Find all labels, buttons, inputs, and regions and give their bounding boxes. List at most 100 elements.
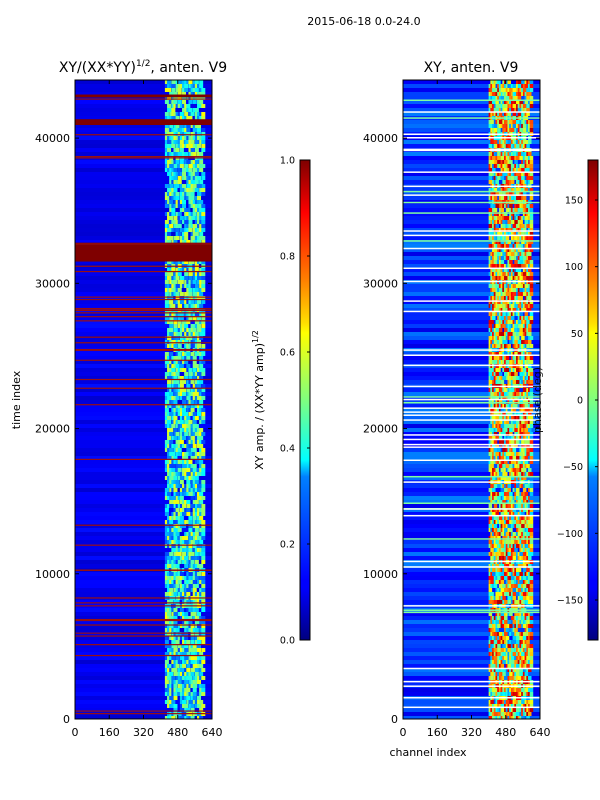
- amplitude-cell: [177, 652, 182, 656]
- amplitude-cell: [177, 420, 182, 424]
- amplitude-cell: [167, 444, 172, 448]
- amplitude-cell: [186, 368, 191, 372]
- amplitude-cell: [167, 480, 172, 484]
- amplitude-cell: [194, 576, 199, 580]
- amplitude-cell: [173, 592, 178, 596]
- amplitude-cell: [169, 108, 174, 112]
- amplitude-cell: [164, 536, 169, 540]
- phase-cell-row: [403, 440, 540, 444]
- amplitude-cell: [175, 544, 180, 548]
- phase-cell: [529, 220, 534, 224]
- phase-cell-row: [403, 352, 540, 356]
- amplitude-cell: [167, 716, 172, 719]
- phase-cell: [529, 128, 534, 132]
- phase-cell: [529, 120, 534, 124]
- amplitude-cell: [186, 488, 191, 492]
- amplitude-cell: [186, 624, 191, 628]
- amplitude-cell: [184, 104, 189, 108]
- amplitude-cell: [179, 500, 184, 504]
- phase-cell-row: [403, 464, 540, 468]
- amplitude-cell: [171, 636, 176, 640]
- amplitude-cell: [197, 472, 202, 476]
- amplitude-cell: [167, 576, 172, 580]
- amplitude-cell: [177, 212, 182, 216]
- amplitude-cell: [199, 216, 204, 220]
- amplitude-cell: [169, 700, 174, 704]
- amplitude-cell: [194, 372, 199, 376]
- amplitude-cell: [186, 224, 191, 228]
- amplitude-cell-row: [75, 340, 212, 344]
- amplitude-cell: [192, 564, 197, 568]
- phase-cell: [493, 504, 498, 508]
- amplitude-cell: [179, 476, 184, 480]
- amplitude-cell: [179, 160, 184, 164]
- amplitude-cell: [186, 180, 191, 184]
- amplitude-cell: [184, 340, 189, 344]
- amplitude-cell: [182, 560, 187, 564]
- amplitude-cell: [164, 148, 169, 152]
- phase-cell: [521, 524, 525, 528]
- phase-cell-row: [403, 104, 540, 108]
- amplitude-cell: [173, 416, 178, 420]
- amplitude-cell: [171, 132, 176, 136]
- amplitude-cell: [173, 476, 178, 480]
- amplitude-cell: [177, 688, 182, 692]
- amplitude-cell-row: [75, 560, 212, 564]
- amplitude-cell: [179, 684, 184, 688]
- amplitude-cell: [175, 236, 180, 240]
- amplitude-cell: [194, 168, 199, 172]
- amplitude-cell: [199, 580, 204, 584]
- amplitude-cell-row: [75, 260, 212, 264]
- amplitude-flag-line: [75, 98, 212, 100]
- amplitude-cell: [201, 208, 206, 212]
- phase-cell: [488, 100, 493, 104]
- amplitude-cell: [201, 148, 206, 152]
- amplitude-cell: [173, 172, 178, 176]
- amplitude-cell: [201, 220, 206, 224]
- phase-cell: [510, 440, 515, 444]
- amplitude-cell: [164, 316, 169, 320]
- phase-cell: [500, 176, 505, 180]
- amplitude-cell: [188, 684, 193, 688]
- phase-cell: [529, 272, 534, 276]
- amplitude-cell: [179, 576, 184, 580]
- phase-cell: [500, 316, 505, 320]
- amplitude-cell: [201, 388, 206, 392]
- amplitude-cell: [167, 636, 172, 640]
- phase-cell: [495, 308, 499, 312]
- amplitude-cell: [199, 704, 204, 708]
- amplitude-cell: [169, 448, 174, 452]
- amplitude-cell: [186, 212, 191, 216]
- amplitude-cell: [175, 132, 180, 136]
- amplitude-cell: [194, 528, 199, 532]
- amplitude-cell: [171, 364, 176, 368]
- amplitude-cell: [184, 360, 189, 364]
- amplitude-cell: [182, 704, 187, 708]
- phase-cell: [504, 460, 508, 464]
- amplitude-cell: [194, 460, 199, 464]
- amplitude-cell: [199, 460, 204, 464]
- phase-cell: [498, 388, 503, 392]
- amplitude-cell: [197, 516, 202, 520]
- amplitude-cell: [182, 108, 187, 112]
- amplitude-cell: [190, 188, 195, 192]
- amplitude-cell: [192, 356, 197, 360]
- amplitude-cell: [190, 392, 195, 396]
- amplitude-cell: [177, 496, 182, 500]
- phase-cell-row: [403, 540, 540, 544]
- amplitude-cell: [201, 520, 206, 524]
- amplitude-cell: [190, 496, 195, 500]
- phase-cell-row: [403, 160, 540, 164]
- amplitude-cell: [182, 400, 187, 404]
- amplitude-cell: [197, 408, 202, 412]
- phase-cell: [509, 564, 513, 568]
- amplitude-cell: [179, 112, 184, 116]
- amplitude-cell: [169, 656, 174, 660]
- amplitude-cell: [177, 340, 182, 344]
- amplitude-cell: [171, 644, 176, 648]
- amplitude-cell: [199, 104, 204, 108]
- amplitude-cell: [188, 84, 193, 88]
- phase-cell: [504, 512, 508, 516]
- amplitude-cell: [197, 144, 202, 148]
- amplitude-cell: [201, 608, 206, 612]
